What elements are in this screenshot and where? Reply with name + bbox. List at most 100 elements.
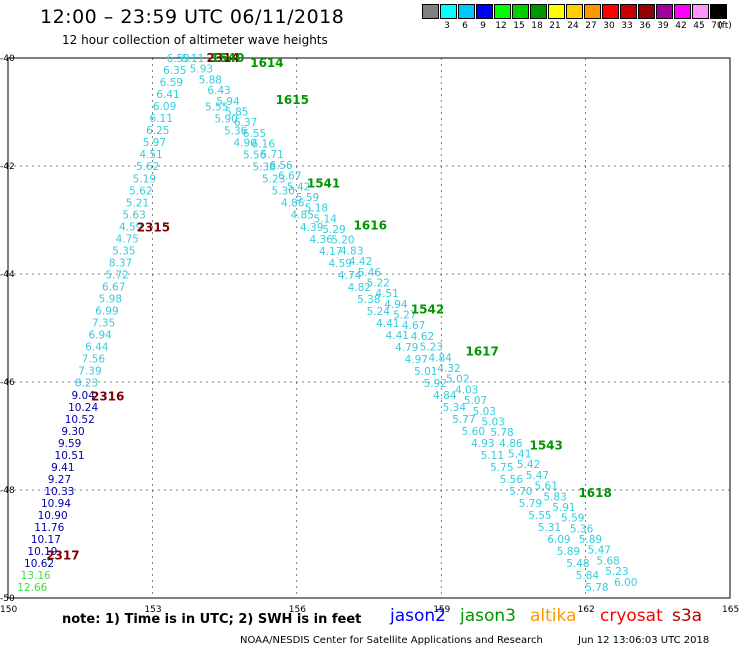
wave-height-value: 9.41 bbox=[51, 462, 74, 474]
wave-height-value: 5.07 bbox=[464, 395, 487, 407]
wave-height-value: 4.94 bbox=[384, 299, 408, 311]
wave-height-value: 5.85 bbox=[225, 106, 248, 118]
wave-height-value: 5.42 bbox=[517, 459, 540, 471]
wave-height-value: 12.66 bbox=[17, 582, 47, 594]
wave-height-value: 5.31 bbox=[538, 522, 561, 534]
pass-time-label: 2314 bbox=[206, 51, 239, 65]
legend-swatch bbox=[494, 4, 511, 19]
legend-swatch bbox=[548, 4, 565, 19]
x-tick-label: 159 bbox=[433, 605, 450, 615]
wave-height-value: 6.11 bbox=[150, 113, 173, 125]
x-tick-label: 150 bbox=[0, 605, 17, 615]
wave-height-value: 4.03 bbox=[455, 384, 478, 396]
wave-height-value: 10.19 bbox=[27, 546, 57, 558]
wave-height-value: 5.97 bbox=[143, 137, 166, 149]
wave-height-value: 6.67 bbox=[102, 282, 125, 294]
wave-height-value: 5.38 bbox=[357, 294, 380, 306]
wave-height-value: 4.90 bbox=[233, 138, 256, 150]
wave-height-value: 6.25 bbox=[146, 125, 169, 137]
wave-height-value: 4.82 bbox=[348, 282, 371, 294]
pass-time-label: 2316 bbox=[91, 390, 124, 404]
map-subtitle: 12 hour collection of altimeter wave hei… bbox=[62, 33, 328, 47]
wave-height-value: 6.09 bbox=[547, 534, 570, 546]
legend-label: 15 bbox=[513, 21, 525, 31]
wave-height-value: 5.03 bbox=[473, 406, 496, 418]
generation-timestamp: Jun 12 13:06:03 UTC 2018 bbox=[578, 635, 710, 646]
y-tick-label: -42 bbox=[0, 162, 15, 172]
legend-swatch bbox=[566, 4, 583, 19]
wave-height-value: 5.23 bbox=[420, 342, 443, 354]
wave-height-value: 4.67 bbox=[402, 320, 425, 332]
wave-height-value: 4.79 bbox=[395, 342, 418, 354]
pass-time-label: 2317 bbox=[46, 548, 79, 562]
legend-label: 3 bbox=[444, 21, 450, 31]
mission-label: altika bbox=[530, 606, 577, 626]
wave-height-value: 10.17 bbox=[31, 534, 61, 546]
wave-height-value: 5.42 bbox=[287, 181, 310, 193]
axis-ticks: 150 153 156 159 162 165 -40 -42 -44 -46 -48 -50 bbox=[0, 54, 739, 615]
wave-height-value: 5.27 bbox=[393, 310, 416, 322]
wave-height-value: 6.55 bbox=[243, 128, 266, 140]
legend-swatch bbox=[440, 4, 457, 19]
wave-height-value: 5.47 bbox=[526, 470, 549, 482]
wave-height-value: 5.14 bbox=[314, 213, 338, 225]
wave-height-value: 6.44 bbox=[85, 342, 109, 354]
pass-time-label: 1614 bbox=[250, 56, 283, 70]
wave-height-value: 8.23 bbox=[75, 378, 98, 390]
wave-height-value: 5.46 bbox=[358, 267, 382, 279]
wave-height-value: 10.94 bbox=[41, 498, 71, 510]
y-tick-label: -50 bbox=[0, 594, 15, 604]
pass-time-label: 1540 bbox=[211, 51, 244, 65]
wave-height-value: 5.03 bbox=[481, 416, 504, 428]
wave-height-value: 6.59 bbox=[160, 77, 183, 89]
mission-label: jason2 bbox=[390, 606, 446, 626]
wave-height-value: 5.68 bbox=[596, 555, 619, 567]
wave-height-value: 5.94 bbox=[216, 96, 240, 108]
wave-height-value: 5.19 bbox=[133, 173, 156, 185]
legend-label: 45 bbox=[693, 21, 705, 31]
legend-label: 27 bbox=[585, 21, 597, 31]
legend-swatch bbox=[656, 4, 673, 19]
legend-label: 6 bbox=[462, 21, 468, 31]
wave-height-value: 4.41 bbox=[386, 330, 409, 342]
wave-height-value: 5.62 bbox=[129, 185, 152, 197]
wave-height-value: 5.23 bbox=[262, 174, 285, 186]
wave-height-value: 4.74 bbox=[338, 270, 362, 282]
pass-time-label: 1543 bbox=[529, 439, 562, 453]
legend-label: 39 bbox=[657, 21, 669, 31]
map-title: 12:00 – 23:59 UTC 06/11/2018 bbox=[40, 6, 345, 28]
wave-height-value: 5.47 bbox=[588, 545, 611, 557]
x-tick-label: 162 bbox=[578, 605, 595, 615]
wave-height-value: 11.76 bbox=[34, 522, 64, 534]
wave-height-value: 4.36 bbox=[310, 234, 334, 246]
wave-height-value: 4.84 bbox=[433, 390, 457, 402]
wave-height-value: 5.35 bbox=[112, 245, 135, 257]
wave-height-value: 5.11 bbox=[481, 450, 504, 462]
wave-height-value: 5.23 bbox=[605, 566, 628, 578]
wave-height-value: 5.88 bbox=[199, 74, 222, 86]
wave-height-value: 6.35 bbox=[163, 65, 186, 77]
pass-time-label: 1616 bbox=[354, 219, 387, 233]
wave-height-value: 4.86 bbox=[281, 198, 305, 210]
wave-height-value: 9.30 bbox=[61, 426, 84, 438]
legend-label: 21 bbox=[549, 21, 561, 31]
wave-height-value: 5.84 bbox=[576, 570, 600, 582]
wave-height-value: 5.92 bbox=[424, 378, 447, 390]
wave-height-value: 5.90 bbox=[214, 114, 237, 126]
pass-time-label: 1618 bbox=[578, 486, 611, 500]
legend-swatch bbox=[476, 4, 493, 19]
y-tick-label: -44 bbox=[0, 270, 15, 280]
legend-label: 12 bbox=[495, 21, 507, 31]
pass-time-label: 2315 bbox=[137, 220, 170, 234]
satellite-tracks: 6.596.356.596.416.096.116.255.974.515.62… bbox=[17, 51, 637, 594]
wave-height-value: 4.59 bbox=[119, 221, 142, 233]
legend-swatch bbox=[512, 4, 529, 19]
wave-height-value: 6.37 bbox=[234, 117, 257, 129]
wave-height-value: 9.59 bbox=[58, 438, 81, 450]
pass-time-label: 1542 bbox=[411, 302, 444, 316]
wave-height-value: 4.17 bbox=[319, 246, 342, 258]
wave-height-value: 5.59 bbox=[561, 513, 584, 525]
wave-height-value: 9.04 bbox=[72, 390, 96, 402]
legend-swatch bbox=[422, 4, 439, 19]
y-tick-label: -48 bbox=[0, 486, 15, 496]
